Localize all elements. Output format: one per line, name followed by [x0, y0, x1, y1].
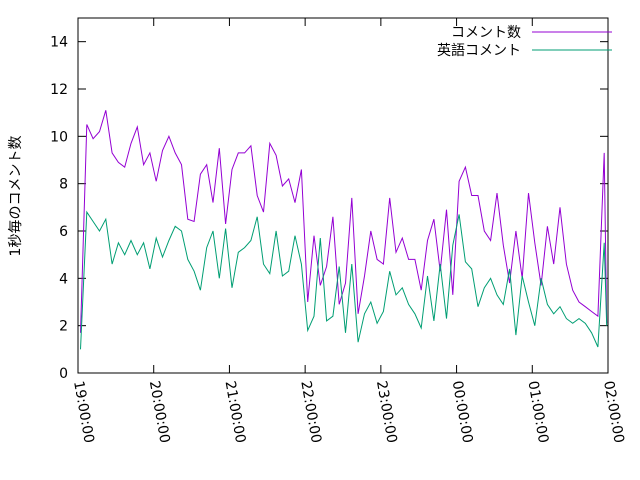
y-axis-label: 1秒毎のコメント数 [8, 136, 24, 257]
x-tick-label: 22:00:00 [297, 380, 324, 445]
x-tick-label: 20:00:00 [146, 380, 173, 445]
y-tick-label: 14 [50, 35, 68, 51]
y-tick-label: 6 [59, 224, 68, 240]
x-tick-label: 00:00:00 [449, 380, 476, 445]
legend-label: 英語コメント [437, 42, 521, 59]
y-tick-label: 0 [59, 366, 68, 382]
y-tick-label: 8 [59, 177, 68, 193]
x-tick-label: 01:00:00 [524, 380, 551, 445]
data-line [80, 210, 608, 350]
legend-label: コメント数 [451, 25, 521, 41]
x-tick-label: 19:00:00 [70, 380, 97, 445]
x-tick-label: 23:00:00 [373, 380, 400, 445]
y-tick-label: 10 [50, 129, 68, 145]
x-tick-label: 02:00:00 [600, 380, 627, 445]
plot-frame [77, 17, 609, 374]
y-tick-label: 2 [59, 319, 68, 335]
y-tick-label: 12 [50, 82, 68, 98]
x-tick-label: 21:00:00 [222, 380, 249, 445]
y-tick-label: 4 [59, 271, 68, 287]
